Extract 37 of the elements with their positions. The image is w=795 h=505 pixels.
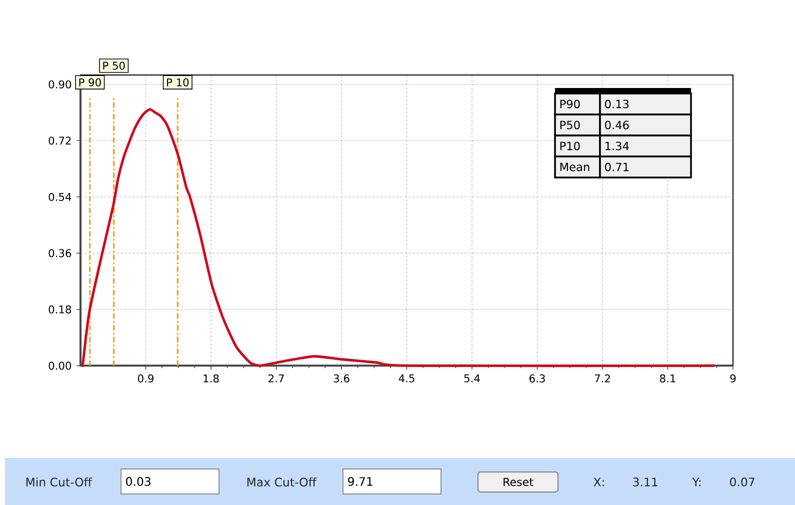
annotation: P90	[560, 100, 580, 108]
x-tick-label: 2.7	[268, 374, 284, 382]
annotation: 0.71	[605, 162, 628, 172]
ref-line-label: P 50	[103, 62, 125, 70]
annotation: P10	[560, 142, 580, 150]
x-tick-label: 6.3	[530, 374, 545, 382]
annotation: 1.34	[606, 142, 629, 150]
annotation: P50	[560, 120, 580, 130]
text: Max Cut-Off	[247, 477, 317, 487]
x-tick-label: 7.2	[594, 374, 610, 382]
y-tick-label: 0.72	[48, 136, 71, 145]
annotation: 0.13	[605, 100, 629, 108]
y-tick-label: 0.36	[48, 249, 72, 258]
x-tick-label: 0.9	[138, 374, 154, 382]
text: X:	[594, 478, 604, 486]
annotation: Mean	[560, 162, 590, 172]
annotation: 0.46	[605, 120, 629, 130]
text: 9.71	[348, 477, 372, 486]
x-tick-label: 8.1	[660, 374, 676, 382]
text: 0.03	[126, 477, 150, 486]
text: Reset	[504, 478, 534, 486]
text: Y:	[692, 478, 700, 486]
ref-line-label: P 10	[167, 78, 189, 86]
x-tick-label: 3.6	[334, 374, 350, 382]
text: 0.07	[730, 478, 754, 486]
x-tick-label: 9	[730, 374, 736, 382]
y-tick-label: 0.18	[48, 305, 72, 314]
y-tick-label: 0.00	[48, 362, 72, 370]
text: Min Cut-Off	[26, 477, 92, 487]
x-tick-label: 5.4	[464, 374, 480, 382]
line-series	[81, 108, 715, 368]
ref-line-label: P 90	[79, 78, 101, 86]
text: 3.11	[633, 478, 658, 486]
y-tick-label: 0.90	[48, 80, 72, 88]
y-tick-label: 0.54	[48, 192, 72, 201]
x-tick-label: 1.8	[204, 374, 219, 382]
x-tick-label: 4.5	[398, 374, 414, 382]
